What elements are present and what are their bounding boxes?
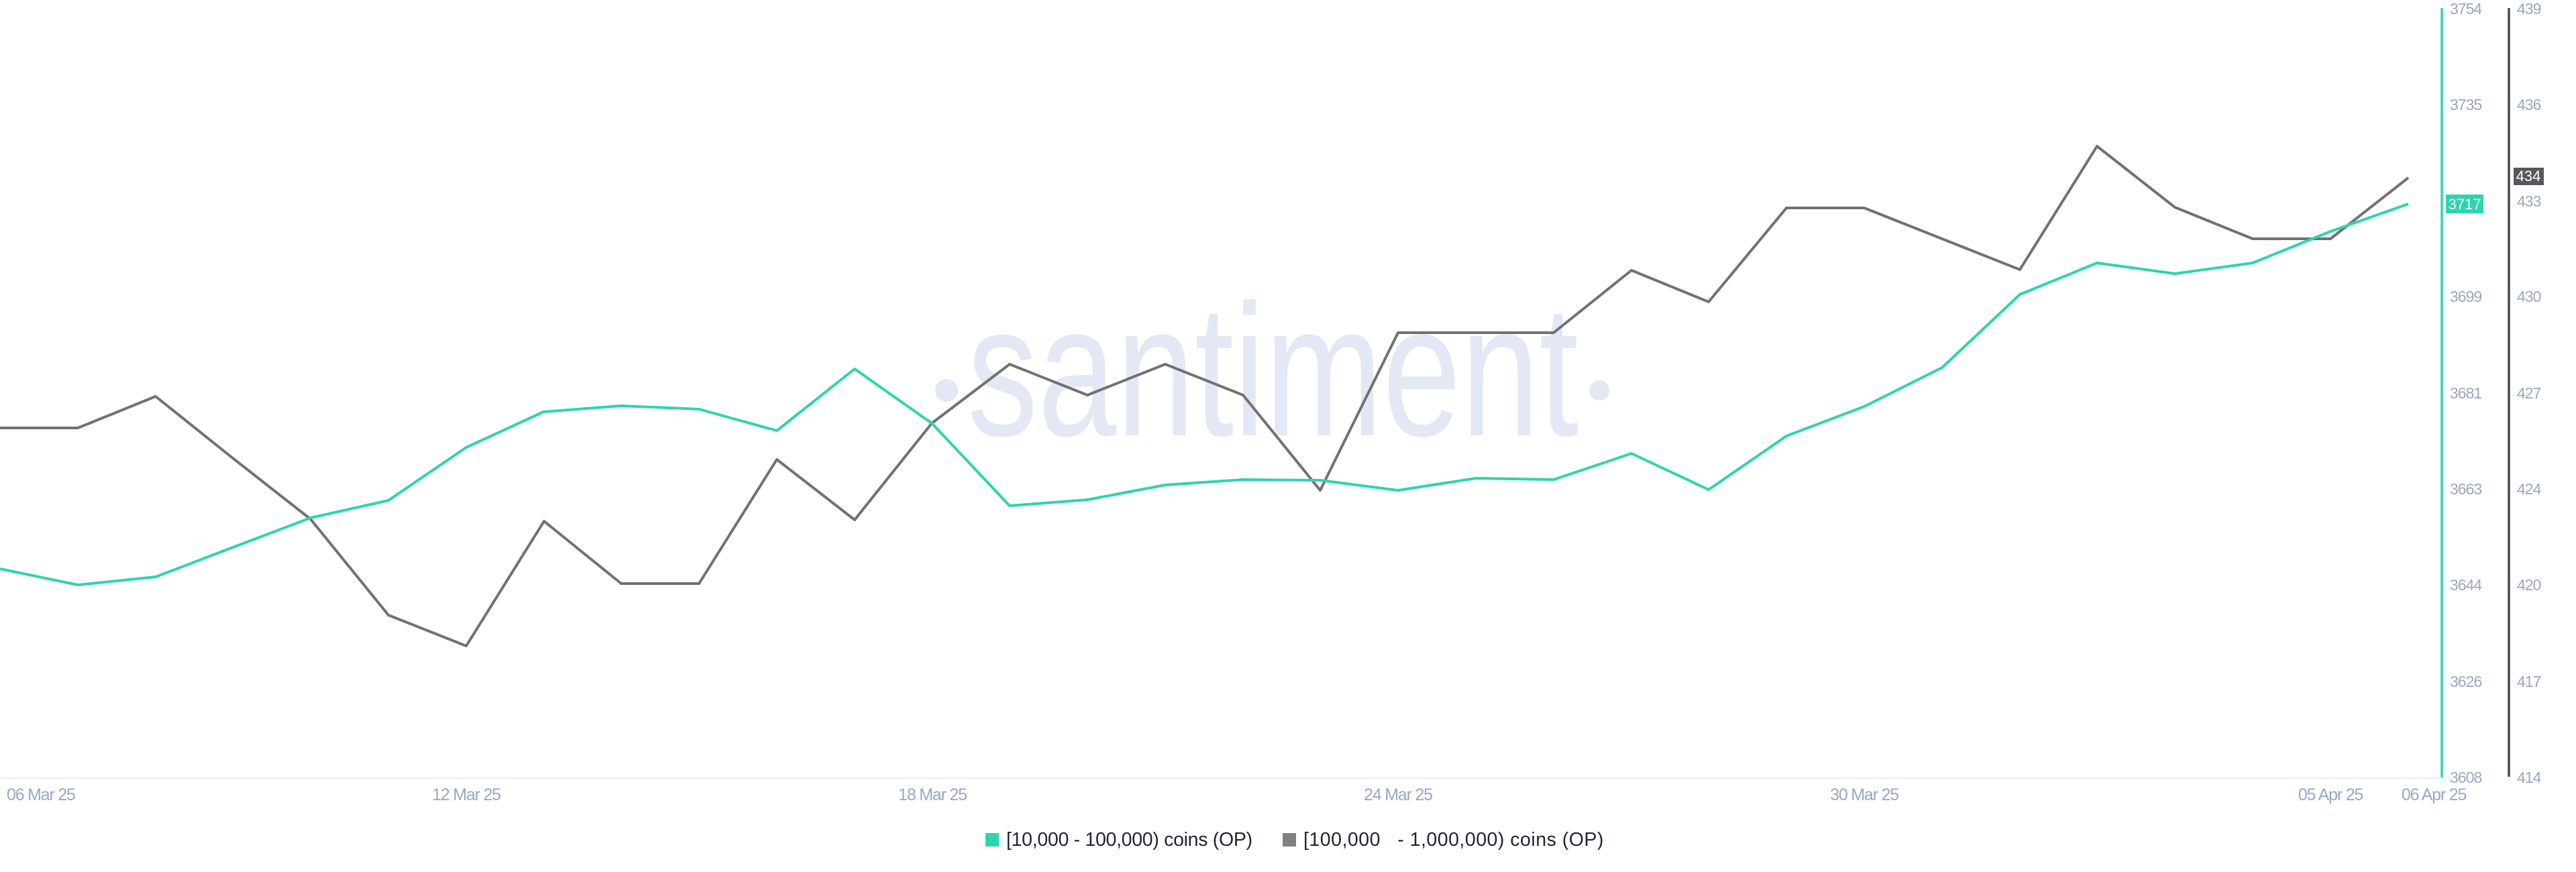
svg-text:[100,000 - 1,000,000) coins: [100,000 - 1,000,000) coins (OP) xyxy=(1303,829,1604,851)
svg-text:439: 439 xyxy=(2517,0,2541,17)
svg-text:424: 424 xyxy=(2517,480,2542,498)
svg-text:06 Mar 25: 06 Mar 25 xyxy=(7,785,75,804)
svg-text:3663: 3663 xyxy=(2450,480,2481,498)
svg-text:3644: 3644 xyxy=(2450,576,2482,594)
svg-text:3735: 3735 xyxy=(2450,96,2481,113)
svg-text:3608: 3608 xyxy=(2450,769,2481,786)
svg-text:436: 436 xyxy=(2517,96,2541,113)
svg-text:427: 427 xyxy=(2517,384,2541,402)
svg-text:3717: 3717 xyxy=(2449,196,2481,213)
svg-text:30 Mar 25: 30 Mar 25 xyxy=(1830,785,1898,804)
svg-text:433: 433 xyxy=(2517,193,2541,210)
svg-text:05 Apr 25: 05 Apr 25 xyxy=(2298,785,2363,804)
svg-text:18 Mar 25: 18 Mar 25 xyxy=(898,785,967,804)
svg-text:3626: 3626 xyxy=(2450,673,2481,690)
svg-text:12 Mar 25: 12 Mar 25 xyxy=(432,785,500,804)
svg-text:417: 417 xyxy=(2517,673,2541,690)
svg-text:3754: 3754 xyxy=(2450,0,2482,17)
svg-text:414: 414 xyxy=(2517,769,2542,786)
svg-text:420: 420 xyxy=(2517,576,2541,594)
svg-text:3699: 3699 xyxy=(2450,288,2481,305)
svg-text:434: 434 xyxy=(2516,168,2541,184)
svg-text:santiment: santiment xyxy=(967,266,1579,476)
svg-text:[10,000 - 100,000) coins (OP): [10,000 - 100,000) coins (OP) xyxy=(1006,829,1252,851)
svg-text:430: 430 xyxy=(2517,288,2541,305)
svg-text:06 Apr 25: 06 Apr 25 xyxy=(2402,785,2467,804)
svg-text:24 Mar 25: 24 Mar 25 xyxy=(1364,785,1432,804)
svg-text:3681: 3681 xyxy=(2450,384,2481,402)
